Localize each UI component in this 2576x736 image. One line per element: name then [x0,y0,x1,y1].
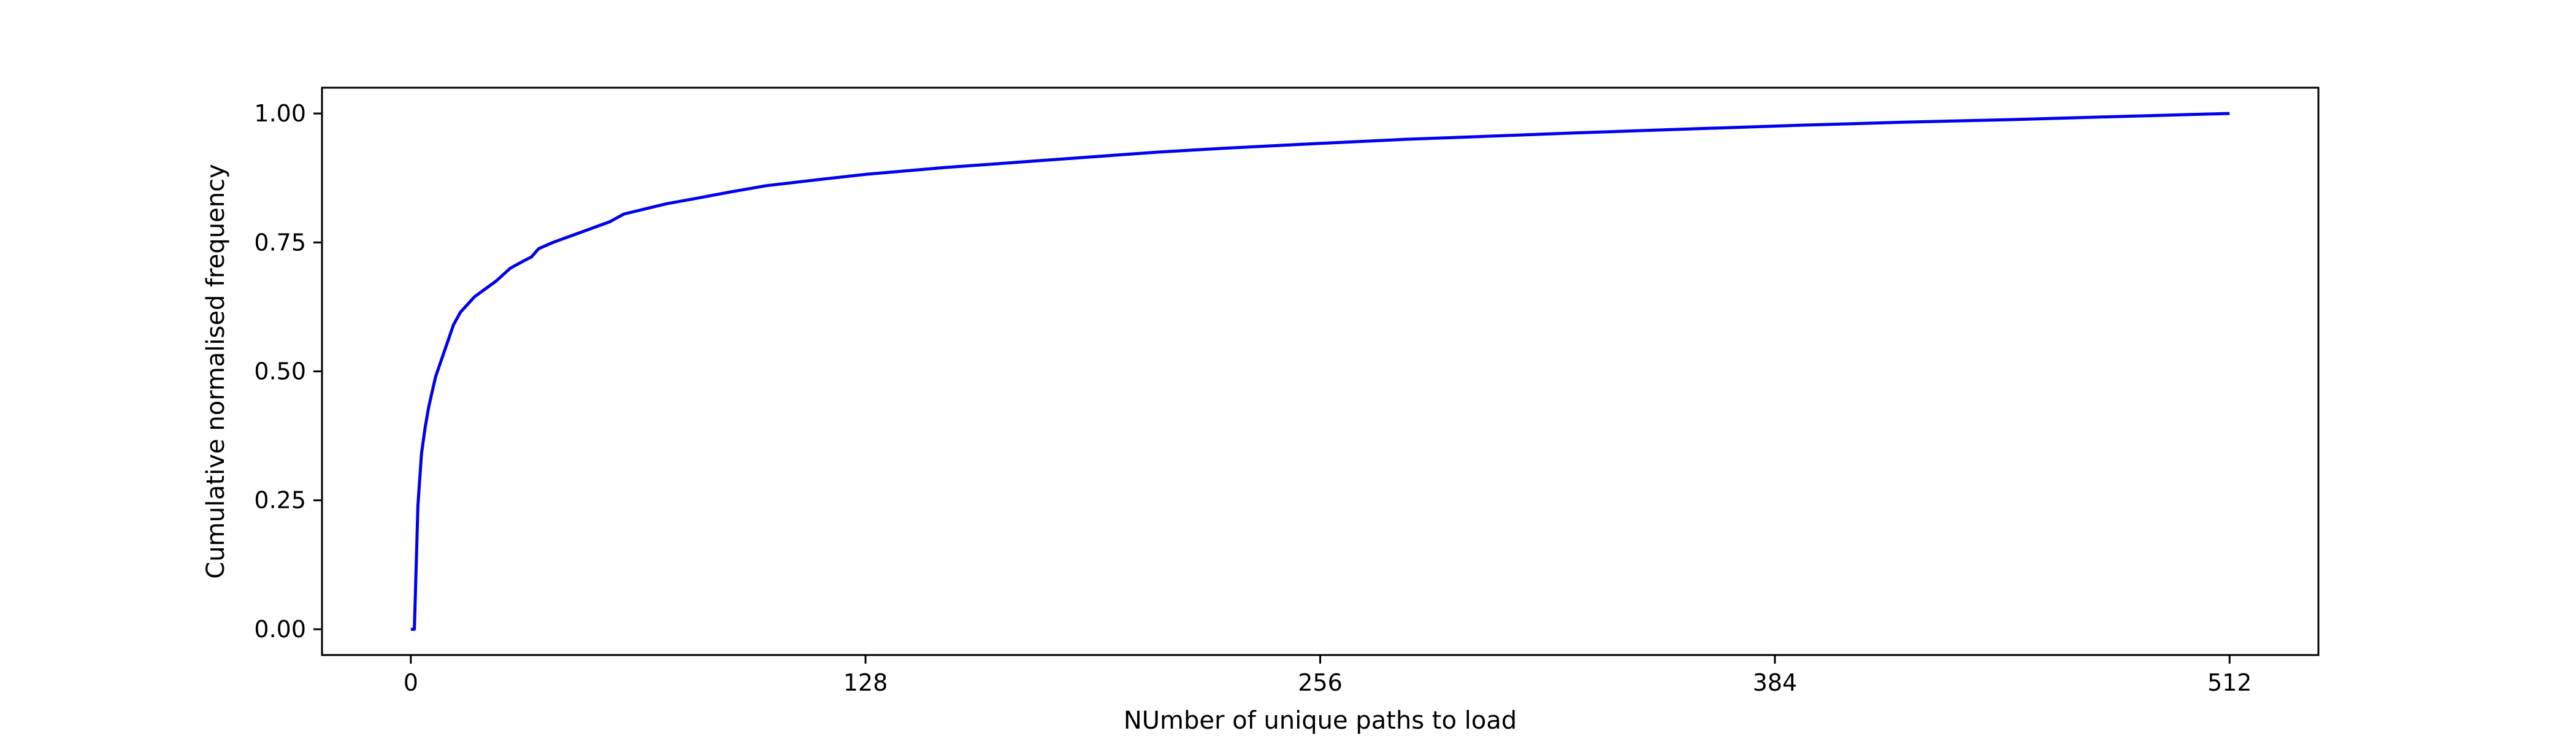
axes-frame [321,86,2320,656]
y-tick-label: 0.75 [254,229,306,256]
y-tick-label: 0.00 [254,616,306,643]
cdf-series-line [410,112,2230,631]
x-tick-label: 512 [2207,669,2252,696]
x-tick-label: 128 [843,669,888,696]
y-tick-label: 0.50 [254,358,306,385]
x-tick-label: 256 [1298,669,1343,696]
axis-ticks: 0 128 256 384 512 0.00 0.25 0.50 0.75 1.00 [254,100,2252,696]
y-tick-label: 1.00 [254,100,306,127]
x-tick-label: 0 [404,669,418,696]
y-tick-label: 0.25 [254,487,306,514]
y-axis-label: Cumulative normalised frequency [202,164,230,578]
plot-area [410,112,2230,631]
x-axis-label: NUmber of unique paths to load [1124,707,1517,735]
x-tick-label: 384 [1753,669,1798,696]
